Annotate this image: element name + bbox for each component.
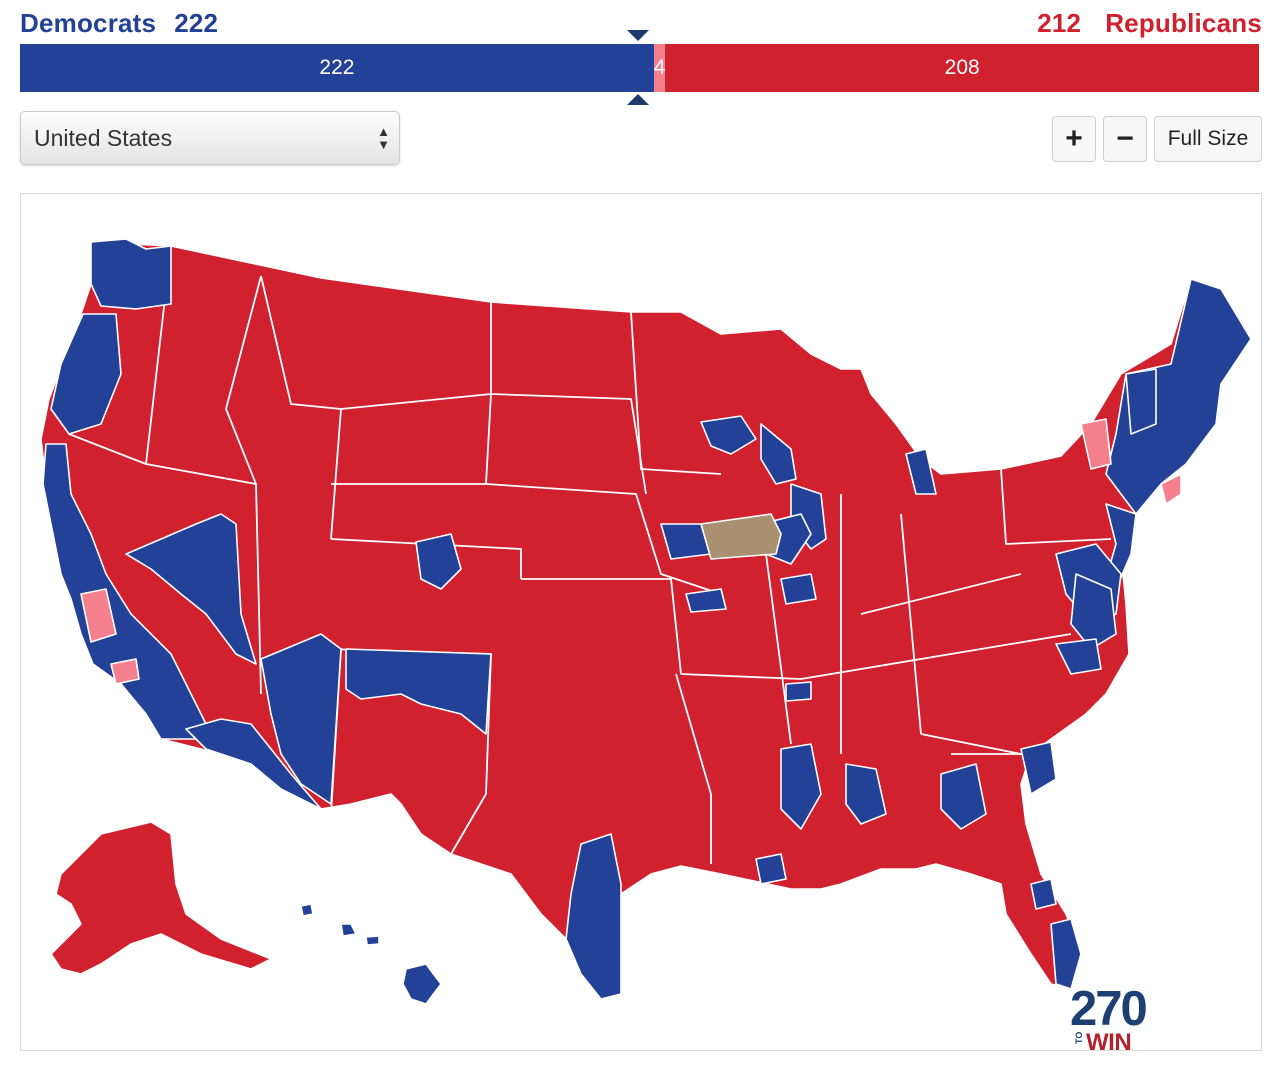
- arizona-south: [185, 718, 322, 810]
- democrats-total: Democrats 222: [20, 8, 218, 39]
- state-border: [225, 275, 262, 485]
- state-border: [680, 673, 802, 680]
- state-border: [900, 513, 922, 735]
- arizona-central: [260, 633, 342, 805]
- hawaii-oahu: [300, 903, 314, 917]
- georgia-atlanta: [940, 763, 987, 830]
- tossup-districts: [80, 418, 1182, 685]
- minnesota-twin-cities: [700, 415, 757, 455]
- hawaii-shape: [300, 903, 442, 1005]
- 270towin-logo: 270 TO WIN: [1070, 984, 1150, 1064]
- bar-segment-democrat: 222: [20, 44, 654, 92]
- state-border: [485, 483, 722, 595]
- bar-segment-republican: 208: [665, 44, 1260, 92]
- logo-number: 270: [1070, 982, 1148, 1036]
- state-border: [860, 573, 1022, 615]
- nevada-south: [125, 513, 257, 665]
- state-border: [765, 553, 792, 745]
- new-york-new-england: [1105, 278, 1252, 515]
- logo-to: TO: [1074, 1031, 1084, 1044]
- florida-orlando: [1030, 878, 1057, 910]
- majority-marker-bottom: [627, 94, 649, 105]
- republicans-total: 212 Republicans: [1037, 8, 1262, 39]
- mississippi-delta: [780, 743, 822, 830]
- region-select-value: United States: [34, 124, 173, 151]
- oregon-coast: [50, 313, 122, 435]
- alaska-shape: [50, 821, 272, 975]
- california-south-tossup: [110, 658, 140, 685]
- state-border: [1000, 468, 1112, 545]
- california-coast: [42, 443, 207, 740]
- iowa-other-district: [700, 513, 782, 560]
- state-border: [68, 433, 257, 485]
- majority-marker-top: [627, 30, 649, 41]
- seat-count-bar: 222 4 208: [20, 44, 1262, 92]
- hawaii-molokai: [365, 935, 380, 946]
- georgia-south: [1020, 741, 1057, 795]
- bar-segment-tossup: 4: [653, 44, 666, 92]
- state-border: [260, 275, 342, 410]
- democrats-count: 222: [174, 8, 219, 38]
- full-size-button[interactable]: Full Size: [1154, 116, 1262, 162]
- hawaii-maui: [340, 923, 357, 937]
- republicans-count: 212: [1037, 8, 1082, 38]
- state-border: [675, 673, 712, 864]
- michigan-detroit: [905, 448, 937, 495]
- hawaii-big-island: [402, 963, 442, 1005]
- wa-west: [90, 238, 172, 310]
- louisiana-new-orleans: [755, 853, 787, 885]
- state-border: [920, 733, 1022, 755]
- florida-south: [1050, 918, 1082, 990]
- state-border: [330, 302, 492, 540]
- republicans-label: Republicans: [1105, 8, 1262, 38]
- region-select[interactable]: United States ▲ ▼: [20, 111, 400, 165]
- new-jersey-tossup: [1160, 473, 1182, 505]
- texas-south: [565, 833, 622, 1000]
- st-louis: [780, 573, 817, 605]
- democratic-districts: [42, 238, 1252, 1000]
- state-border: [255, 483, 262, 695]
- vermont: [1125, 368, 1157, 435]
- state-border: [450, 793, 487, 855]
- state-border: [521, 578, 682, 675]
- state-border: [800, 633, 1072, 680]
- select-arrows-icon: ▲ ▼: [377, 124, 390, 152]
- tennessee-memphis: [785, 681, 812, 702]
- zoom-out-button[interactable]: −: [1103, 116, 1147, 162]
- state-border: [330, 538, 522, 579]
- north-carolina-triangle: [1055, 638, 1102, 675]
- california-central-tossup: [80, 588, 117, 643]
- new-york-tossup: [1080, 418, 1112, 470]
- map-container: 270 TO WIN: [20, 193, 1262, 1056]
- zoom-in-button[interactable]: +: [1052, 116, 1096, 162]
- virginia-north: [1070, 573, 1117, 650]
- new-mexico-north: [345, 648, 492, 735]
- state-border: [630, 311, 722, 475]
- colorado-denver: [415, 533, 462, 590]
- wisconsin-milwaukee: [760, 423, 797, 485]
- kansas-city: [685, 588, 727, 613]
- alabama-black-belt: [845, 763, 887, 825]
- democrats-label: Democrats: [20, 8, 157, 38]
- logo-win: WIN: [1086, 1029, 1132, 1056]
- district-map: [40, 238, 1252, 1005]
